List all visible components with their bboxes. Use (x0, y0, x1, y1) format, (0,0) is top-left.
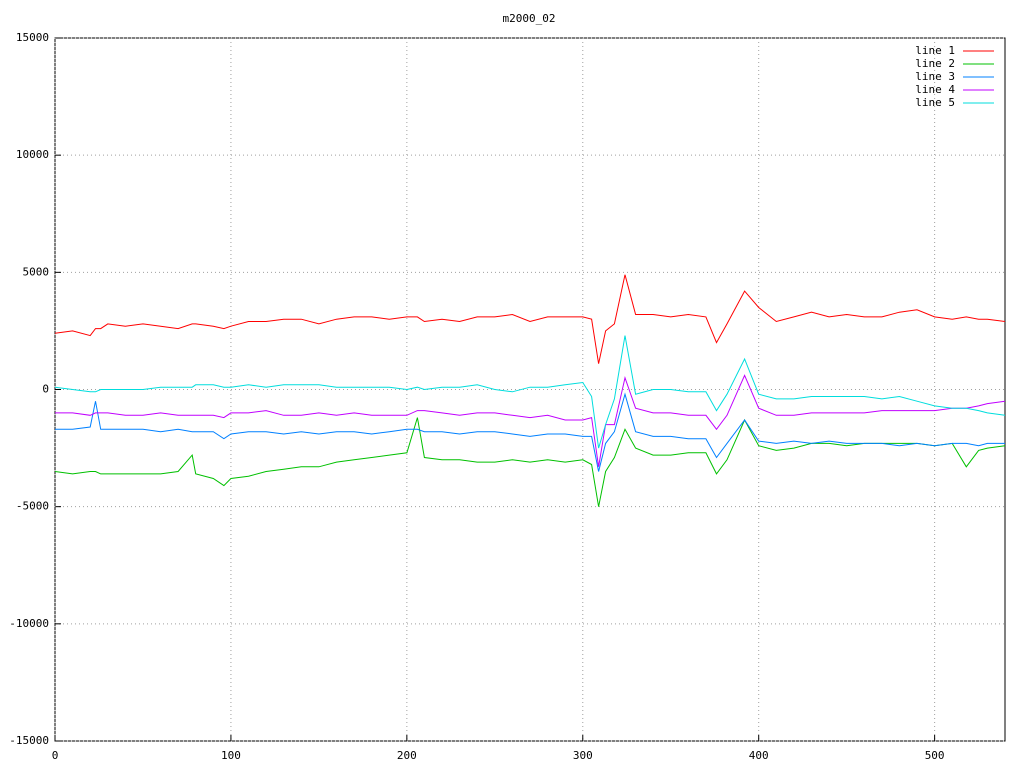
y-tick-label: -5000 (16, 500, 49, 513)
legend-label: line 4 (915, 83, 955, 96)
legend-label: line 3 (915, 70, 955, 83)
legend-label: line 5 (915, 96, 955, 109)
series-line (55, 374, 1006, 467)
x-tick-label: 300 (573, 749, 593, 762)
y-tick-label: 10000 (16, 148, 49, 161)
x-tick-label: 400 (749, 749, 769, 762)
y-tick-label: 5000 (23, 265, 50, 278)
chart-title: m2000_02 (503, 12, 556, 25)
x-tick-label: 0 (52, 749, 59, 762)
x-tick-label: 200 (397, 749, 417, 762)
x-tick-label: 500 (925, 749, 945, 762)
series-line (54, 417, 1006, 507)
y-tick-label: 15000 (16, 31, 49, 44)
y-tick-label: -10000 (9, 617, 49, 630)
series-line (54, 335, 1006, 449)
y-tick-label: 0 (42, 383, 49, 396)
legend-label: line 1 (915, 44, 955, 57)
series-line (54, 274, 1006, 364)
x-tick-label: 100 (221, 749, 241, 762)
legend-label: line 2 (915, 57, 955, 70)
series-line (55, 392, 1005, 472)
y-tick-label: -15000 (9, 734, 49, 747)
